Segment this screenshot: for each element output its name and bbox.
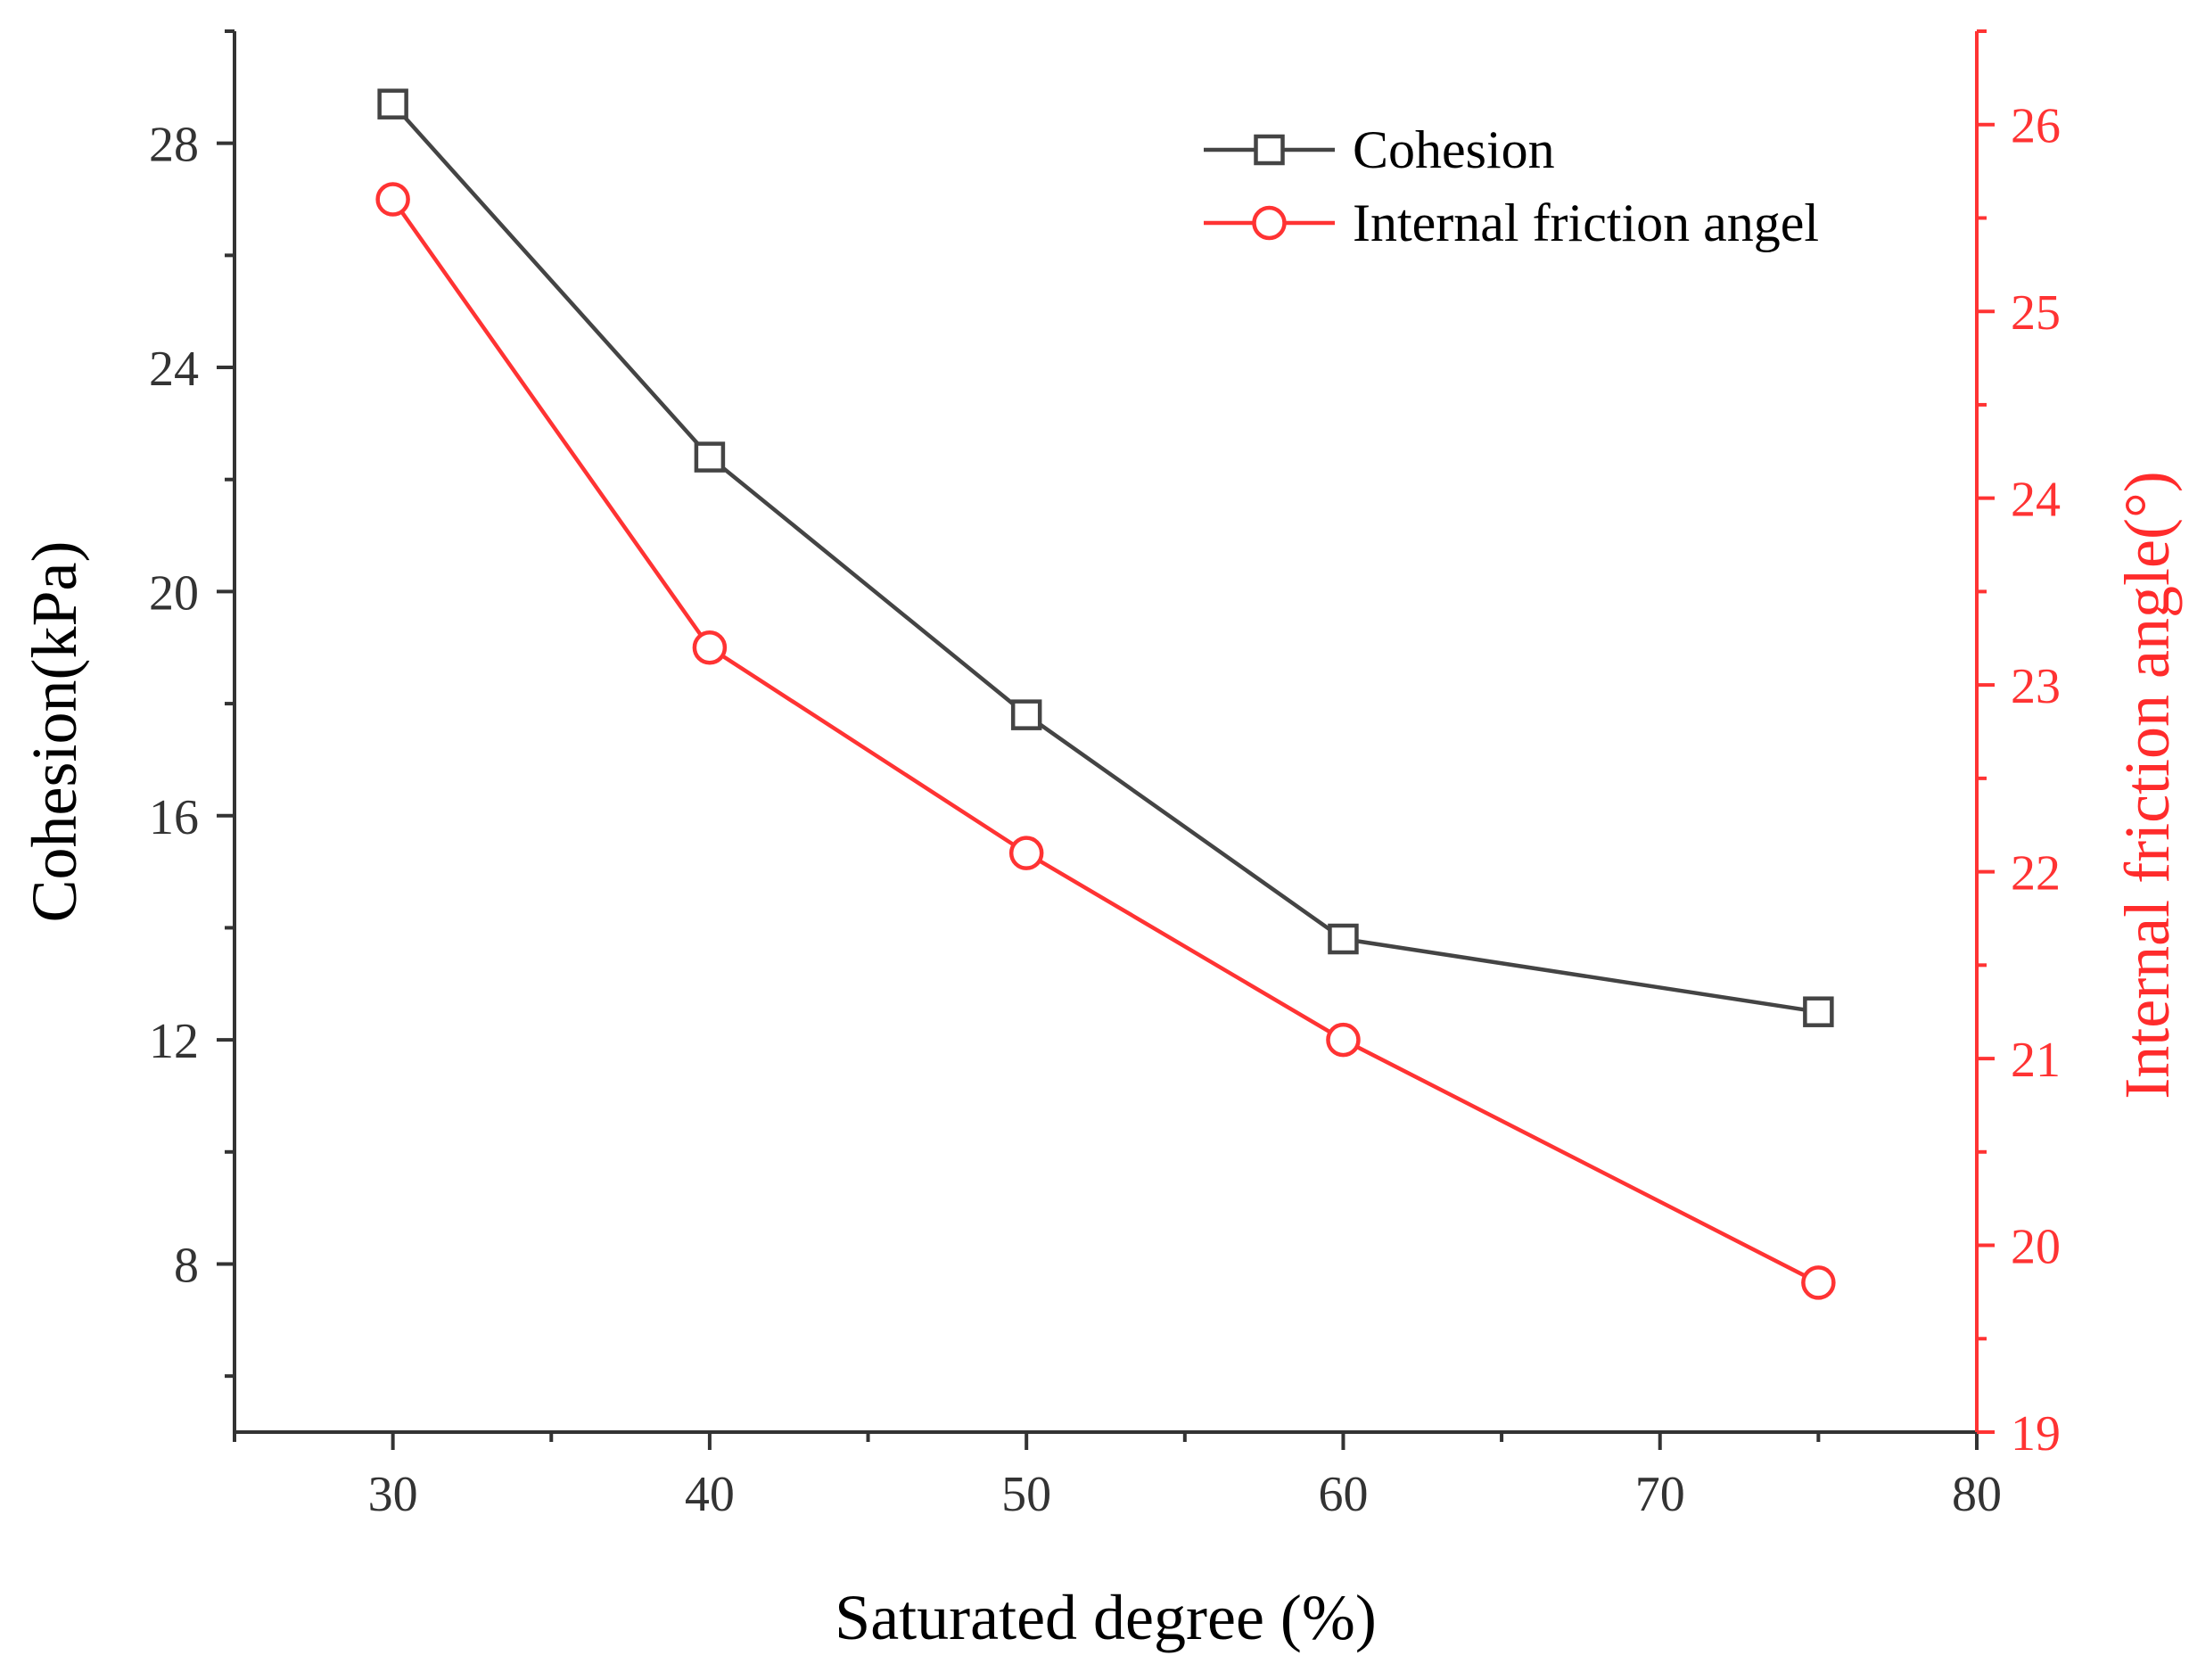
y-left-tick-label: 12: [149, 1014, 199, 1069]
y-right-tick-label: 25: [2011, 285, 2061, 341]
y-left-tick-label: 28: [149, 118, 199, 173]
y-axis-right-title: Internal friction angle(°): [2111, 471, 2183, 1099]
internal-friction-angel-point: [1008, 836, 1044, 870]
legend-marker: [1252, 205, 1287, 241]
y-left-tick-label: 16: [149, 790, 199, 845]
x-tick-label: 40: [685, 1467, 735, 1522]
y-left-tick-label: 20: [149, 565, 199, 621]
y-axis-left-title: Cohesion(kPa): [19, 541, 90, 923]
y-right-tick-label: 24: [2011, 473, 2061, 528]
x-tick-label: 60: [1318, 1467, 1368, 1522]
internal-friction-angel-point: [375, 182, 410, 217]
legend-label: Cohesion: [1353, 120, 1555, 179]
legend-marker: [1254, 134, 1285, 166]
internal-friction-angel-point: [692, 630, 728, 665]
x-axis-title: Saturated degree (%): [835, 1582, 1377, 1653]
cohesion-point: [1328, 923, 1359, 955]
y-right-tick-label: 26: [2011, 99, 2061, 154]
axes-group: 30 40 50 60 70 80 8 12 16 20 24 28 19 20 21 22 23 24 25 26: [149, 29, 2061, 1522]
legend: Cohesion Internal friction angel: [1204, 120, 1819, 252]
series-group: [375, 88, 1836, 1300]
y-right-tick-label: 23: [2011, 659, 2061, 714]
y-right-tick-label: 20: [2011, 1220, 2061, 1275]
internal-friction-angel-line: [391, 198, 1820, 1285]
legend-label: Internal friction angel: [1353, 194, 1819, 252]
x-tick-label: 80: [1952, 1467, 2002, 1522]
y-left-tick-label: 24: [149, 342, 199, 397]
x-tick-label: 30: [368, 1467, 418, 1522]
cohesion-point: [377, 88, 408, 119]
y-right-tick-label: 19: [2011, 1406, 2061, 1462]
cohesion-point: [1010, 699, 1042, 730]
x-tick-label: 50: [1001, 1467, 1051, 1522]
y-right-tick-label: 21: [2011, 1033, 2061, 1088]
cohesion-point: [694, 441, 726, 473]
internal-friction-angel-point: [1326, 1022, 1361, 1058]
y-left-tick-label: 8: [174, 1238, 199, 1293]
x-tick-label: 70: [1635, 1467, 1685, 1522]
y-right-tick-label: 22: [2011, 846, 2061, 902]
internal-friction-angel-point: [1801, 1265, 1836, 1300]
cohesion-point: [1803, 996, 1834, 1027]
